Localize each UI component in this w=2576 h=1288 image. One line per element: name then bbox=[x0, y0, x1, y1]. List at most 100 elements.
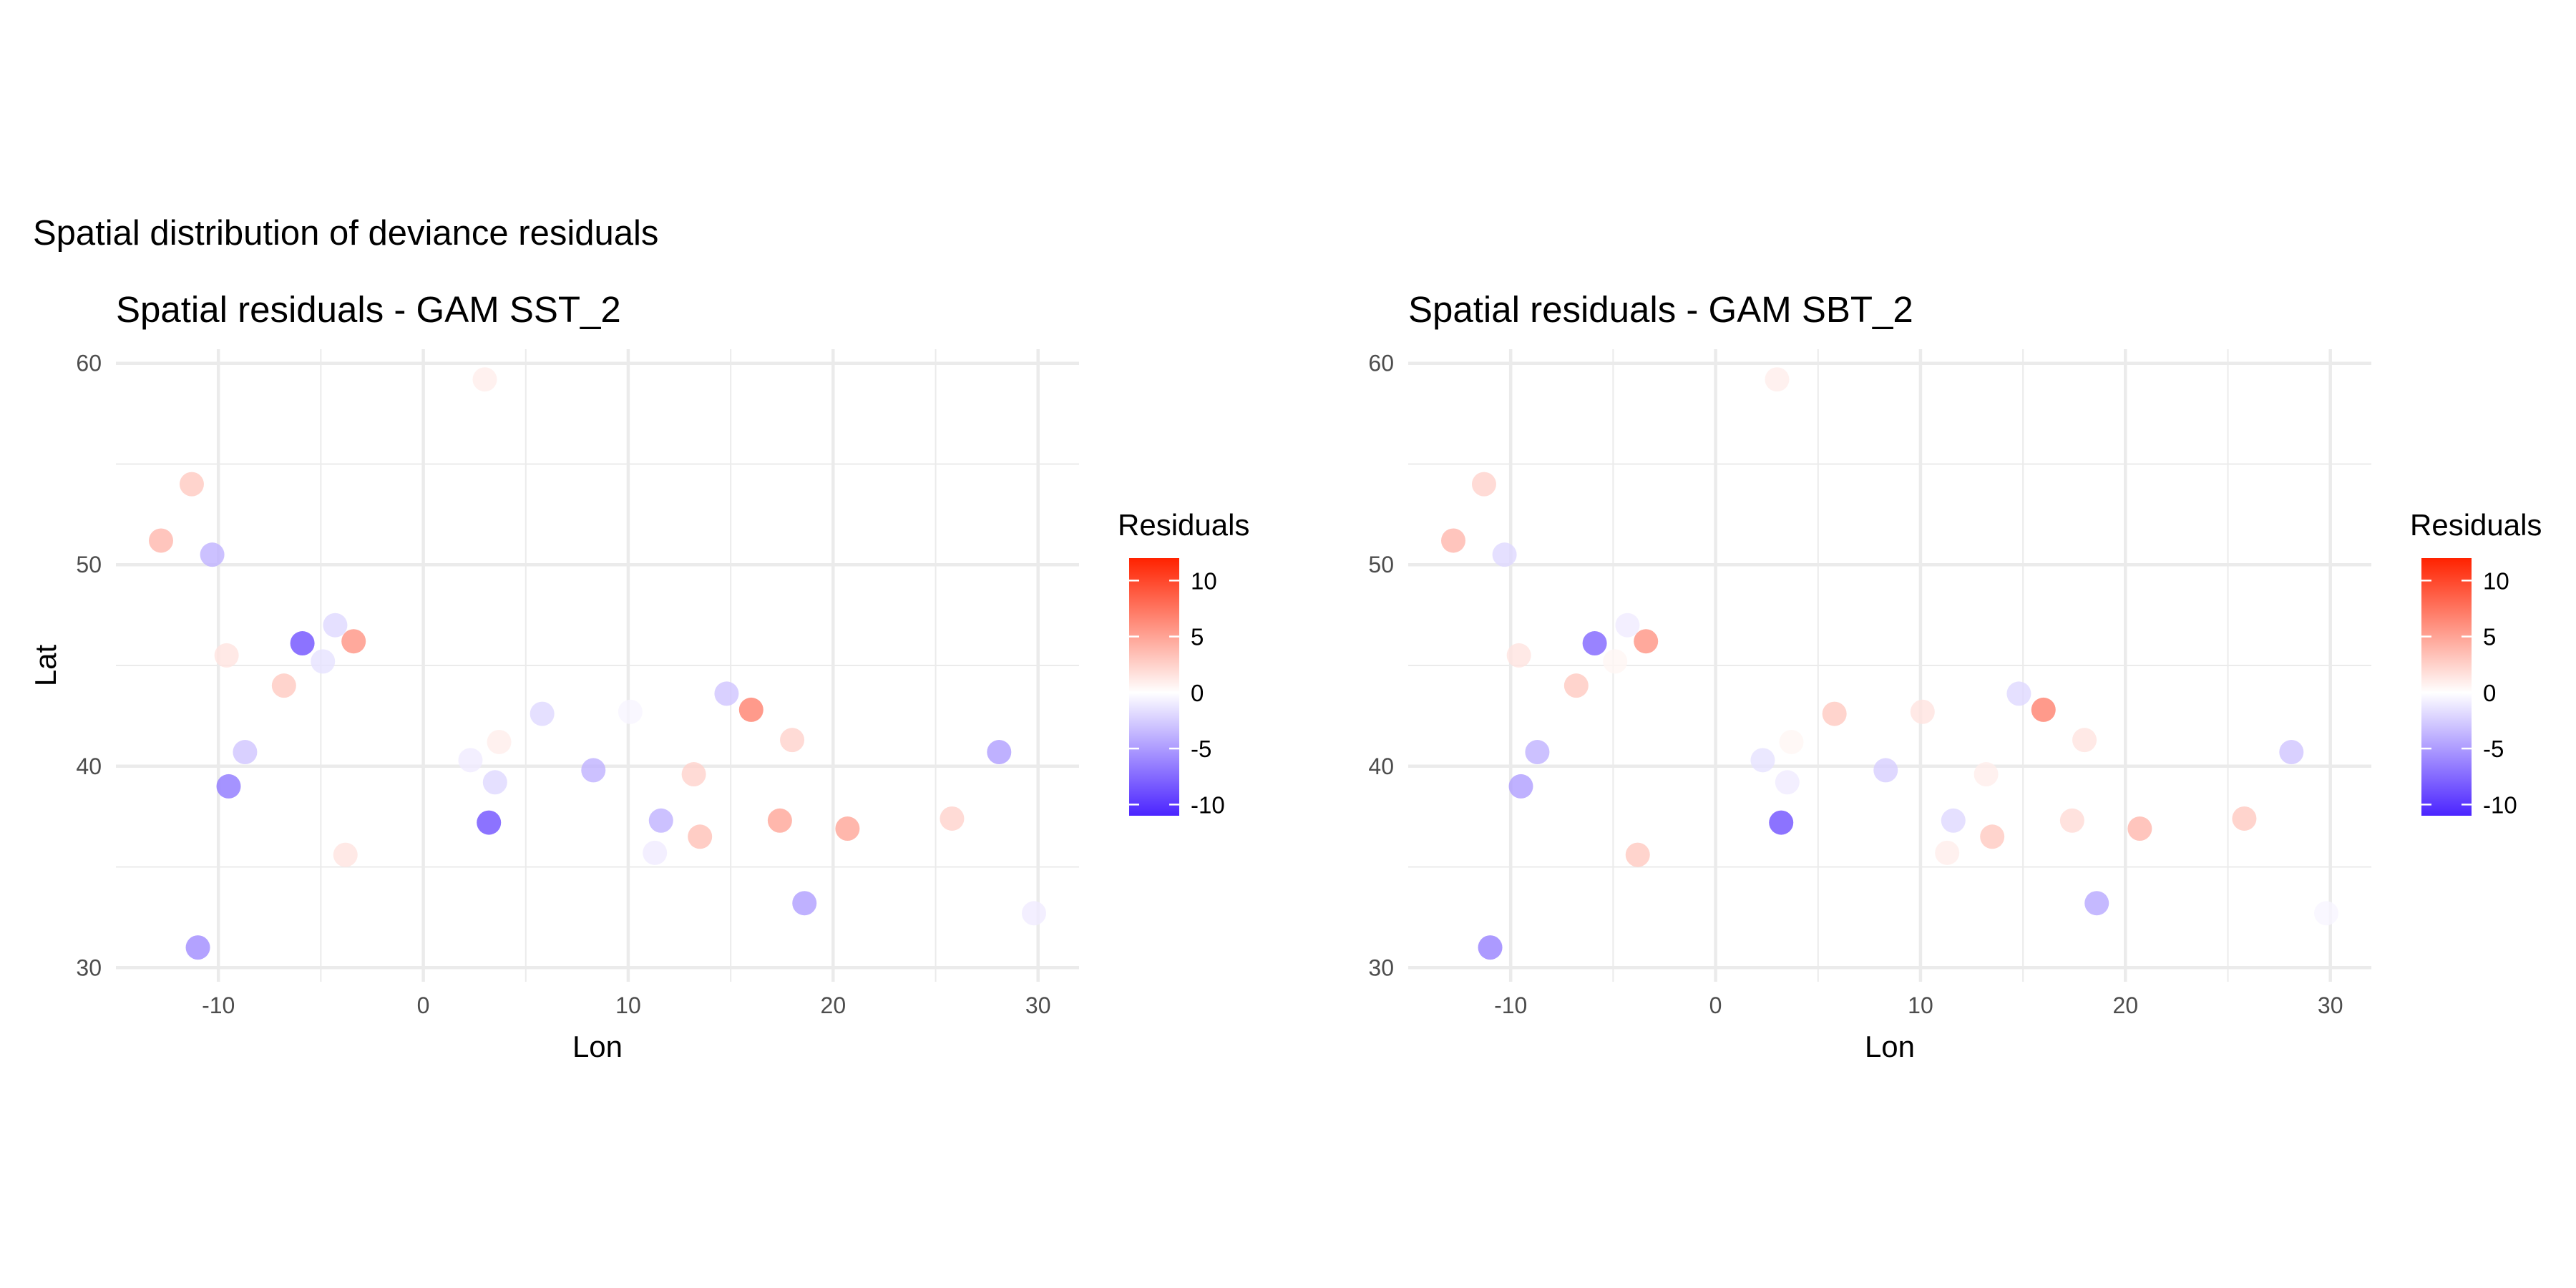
residual-point bbox=[780, 728, 805, 753]
residual-point bbox=[2127, 816, 2152, 841]
residual-point bbox=[1980, 824, 2005, 849]
residual-point bbox=[290, 631, 315, 656]
residual-point bbox=[333, 842, 358, 867]
residual-point bbox=[200, 542, 225, 567]
residual-point bbox=[1492, 542, 1517, 567]
figure-title: Spatial distribution of deviance residua… bbox=[33, 214, 659, 253]
x-tick-label: 20 bbox=[2113, 992, 2139, 1018]
residual-point bbox=[1779, 729, 1804, 754]
y-tick-label: 30 bbox=[1368, 955, 1394, 980]
y-tick-label: 40 bbox=[76, 753, 102, 779]
y-tick-label: 30 bbox=[76, 955, 102, 980]
residual-point bbox=[681, 762, 706, 787]
residual-point bbox=[1508, 774, 1533, 799]
residual-point bbox=[1625, 842, 1650, 867]
x-tick-label: -10 bbox=[202, 992, 235, 1018]
residual-point bbox=[2006, 681, 2031, 706]
residual-point bbox=[1582, 631, 1607, 656]
residual-point bbox=[2072, 728, 2097, 753]
residual-point bbox=[1615, 613, 1640, 638]
residual-point bbox=[1873, 758, 1898, 783]
residual-point bbox=[792, 891, 817, 916]
legend-label: 10 bbox=[1191, 567, 1217, 594]
residual-point bbox=[1478, 935, 1503, 960]
residual-point bbox=[2232, 806, 2257, 831]
legend-colorbar bbox=[1129, 558, 1179, 816]
residual-point bbox=[835, 816, 860, 841]
residual-point bbox=[323, 613, 348, 638]
residual-point bbox=[1822, 701, 1847, 726]
y-tick-label: 50 bbox=[1368, 552, 1394, 577]
residual-point bbox=[233, 740, 258, 765]
residual-point bbox=[2313, 901, 2338, 926]
residual-point bbox=[2084, 891, 2109, 916]
residual-point bbox=[1634, 629, 1659, 654]
residual-point bbox=[477, 810, 502, 835]
legend: Residuals 10 5 0 -5 -10 bbox=[1118, 508, 1249, 818]
x-tick-label: 30 bbox=[2318, 992, 2343, 1018]
x-tick-label: 20 bbox=[821, 992, 847, 1018]
legend-label: -5 bbox=[1191, 736, 1211, 762]
residual-point bbox=[179, 472, 204, 497]
legend-label: 10 bbox=[2483, 567, 2509, 594]
residual-point bbox=[1775, 770, 1800, 795]
residual-point bbox=[1471, 472, 1496, 497]
legend-label: 0 bbox=[2483, 680, 2496, 706]
residual-point bbox=[1974, 762, 1999, 787]
legend-colorbar bbox=[2421, 558, 2472, 816]
residual-point bbox=[2059, 808, 2084, 833]
x-tick-label: 10 bbox=[1908, 992, 1933, 1018]
residual-point bbox=[341, 629, 366, 654]
y-tick-label: 60 bbox=[76, 351, 102, 376]
residual-point bbox=[216, 774, 241, 799]
residual-point bbox=[1769, 810, 1794, 835]
legend: Residuals 10 5 0 -5 -10 bbox=[2410, 508, 2542, 818]
y-axis-title: Lat bbox=[29, 644, 62, 686]
legend-label: -10 bbox=[2483, 791, 2517, 818]
residual-point bbox=[1941, 808, 1966, 833]
y-tick-label: 60 bbox=[1368, 351, 1394, 376]
residual-point bbox=[458, 748, 483, 773]
residual-point bbox=[1563, 673, 1589, 698]
x-tick-label: 0 bbox=[417, 992, 430, 1018]
x-tick-label: 10 bbox=[615, 992, 641, 1018]
residual-point bbox=[618, 699, 643, 724]
legend-label: -5 bbox=[2483, 736, 2504, 762]
residual-point bbox=[643, 840, 668, 865]
residual-point bbox=[311, 649, 336, 674]
residual-point bbox=[530, 701, 555, 726]
legend-label: 0 bbox=[1191, 680, 1204, 706]
residual-point bbox=[581, 758, 606, 783]
legend-label: 5 bbox=[1191, 624, 1204, 650]
legend-label: -10 bbox=[1191, 791, 1225, 818]
residual-point bbox=[2279, 740, 2304, 765]
panel-title: Spatial residuals - GAM SBT_2 bbox=[1408, 289, 1913, 330]
residual-point bbox=[1750, 748, 1775, 773]
residual-point bbox=[149, 528, 174, 553]
panel-title: Spatial residuals - GAM SST_2 bbox=[116, 289, 621, 330]
residual-point bbox=[185, 935, 210, 960]
x-axis-title: Lon bbox=[1865, 1030, 1915, 1063]
x-tick-label: 30 bbox=[1025, 992, 1051, 1018]
y-tick-label: 40 bbox=[1368, 753, 1394, 779]
residual-point bbox=[1603, 649, 1628, 674]
residual-point bbox=[271, 673, 296, 698]
residual-point bbox=[1910, 699, 1935, 724]
residual-point bbox=[2031, 697, 2056, 722]
residual-point bbox=[738, 697, 763, 722]
residual-point bbox=[987, 740, 1012, 765]
residual-point bbox=[688, 824, 713, 849]
residual-point bbox=[648, 808, 673, 833]
y-tick-label: 50 bbox=[76, 552, 102, 577]
legend-label: 5 bbox=[2483, 624, 2496, 650]
residual-point bbox=[767, 808, 792, 833]
legend-title: Residuals bbox=[1118, 508, 1249, 542]
residual-point bbox=[487, 729, 512, 754]
x-tick-label: -10 bbox=[1494, 992, 1527, 1018]
residual-point bbox=[714, 681, 739, 706]
residual-point bbox=[1525, 740, 1550, 765]
legend-title: Residuals bbox=[2410, 508, 2542, 542]
